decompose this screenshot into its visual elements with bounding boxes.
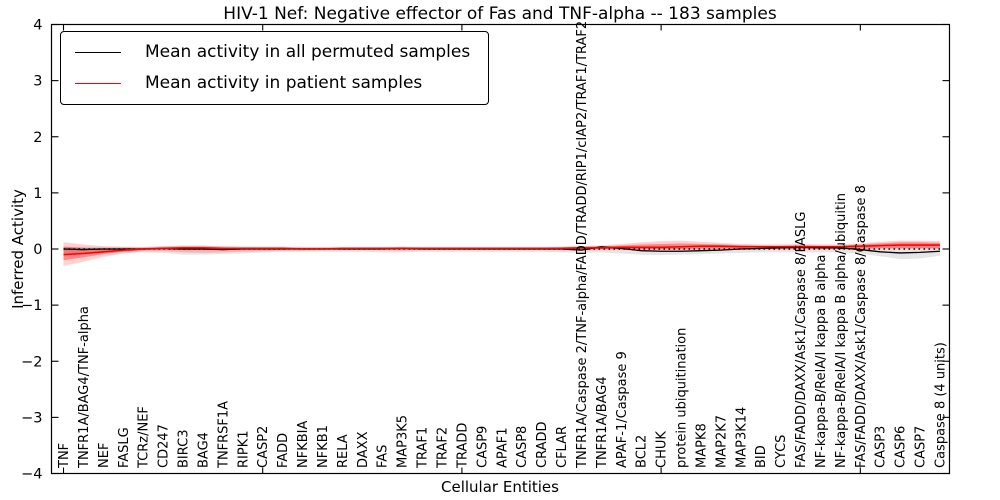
legend-line-sample-patient [75,83,121,84]
x-tick-label: TNFR1A/BAG4/TNF-alpha [77,306,92,469]
y-tick-label: 3 [33,74,42,90]
x-tick-label: CD247 [157,424,172,468]
legend: Mean activity in all permuted samples Me… [60,31,490,105]
x-tick-label: DAXX [356,431,371,468]
legend-label-permuted: Mean activity in all permuted samples [145,42,471,62]
x-tick-label: CASP3 [874,426,889,468]
x-tick-label: CASP2 [256,426,271,468]
x-tick-label: NF-kappa-B/RelA/I kappa B alpha [814,255,829,468]
legend-line-sample-permuted [75,52,121,53]
x-tick-label: TNFRSF1A [216,401,231,469]
x-tick-label: CFLAR [555,426,570,468]
x-tick-label: FAS/FADD/DAXX/Ask1/Caspase 8/FASLG [794,212,809,468]
x-tick-label: CASP8 [515,426,530,468]
y-tick-label: 0 [33,242,42,258]
y-tick-label: 4 [33,18,42,34]
x-tick-label: BCL2 [635,435,650,468]
x-tick-label: NF-kappa-B/RelA/I kappa B alpha/ubiquiti… [834,193,849,468]
x-tick-label: NEF [97,443,112,468]
x-tick-label: CHUK [655,431,670,468]
x-tick-label: APAF-1/Caspase 9 [615,351,630,468]
x-tick-label: CRADD [535,422,550,469]
x-tick-label: CASP6 [894,426,909,468]
y-tick-label: −4 [21,467,42,483]
x-tick-label: BAG4 [196,432,211,468]
x-tick-label: NFKB1 [316,425,331,468]
x-axis-label: Cellular Entities [441,478,559,496]
y-tick-label: 1 [33,186,42,202]
x-tick-label: CYCS [774,435,789,468]
x-tick-label: APAF1 [495,427,510,468]
x-tick-label: MAP3K5 [396,415,411,468]
x-tick-label: FASLG [117,427,132,468]
series-line-patient [63,244,940,256]
x-tick-label: CASP9 [475,426,490,468]
chart-title: HIV-1 Nef: Negative effector of Fas and … [223,4,777,24]
x-tick-label: RELA [336,434,351,468]
y-tick-label: 2 [33,130,42,146]
legend-item-patient: Mean activity in patient samples [75,71,470,96]
x-tick-label: TNFR1A/Caspase 2/TNF-alpha/FADD/TRADD/RI… [575,21,590,469]
x-tick-label: MAP3K14 [734,407,749,468]
x-tick-label: TRAF1 [416,427,431,469]
x-tick-label: TRADD [455,423,470,469]
x-tick-label: FAS [376,445,391,468]
y-axis-label: Inferred Activity [9,189,27,309]
y-tick-label: −2 [21,354,42,370]
x-tick-label: FADD [276,433,291,468]
x-tick-label: MAP2K7 [714,415,729,468]
x-tick-label: TNFR1A/BAG4 [595,376,610,469]
x-tick-label: FAS/FADD/DAXX/Ask1/Caspase 8/Caspase 8 [854,185,869,468]
x-tick-label: TRAF2 [435,427,450,469]
x-tick-label: BID [754,445,769,468]
x-tick-label: MAPK8 [694,423,709,468]
x-tick-label: TNF [57,443,72,469]
y-tick-label: −3 [21,410,42,426]
x-tick-label: RIPK1 [236,430,251,468]
x-tick-label: protein ubiquitination [675,328,690,468]
x-tick-label: Caspase 8 (4 units) [934,342,949,468]
x-tick-label: NFKBIA [296,421,311,468]
legend-label-patient: Mean activity in patient samples [145,73,423,93]
legend-item-permuted: Mean activity in all permuted samples [75,40,470,65]
x-tick-label: TCRz/NEF [137,406,152,469]
x-tick-label: CASP7 [914,426,929,468]
y-tick-label: −1 [21,298,42,314]
x-tick-label: BIRC3 [177,430,192,469]
